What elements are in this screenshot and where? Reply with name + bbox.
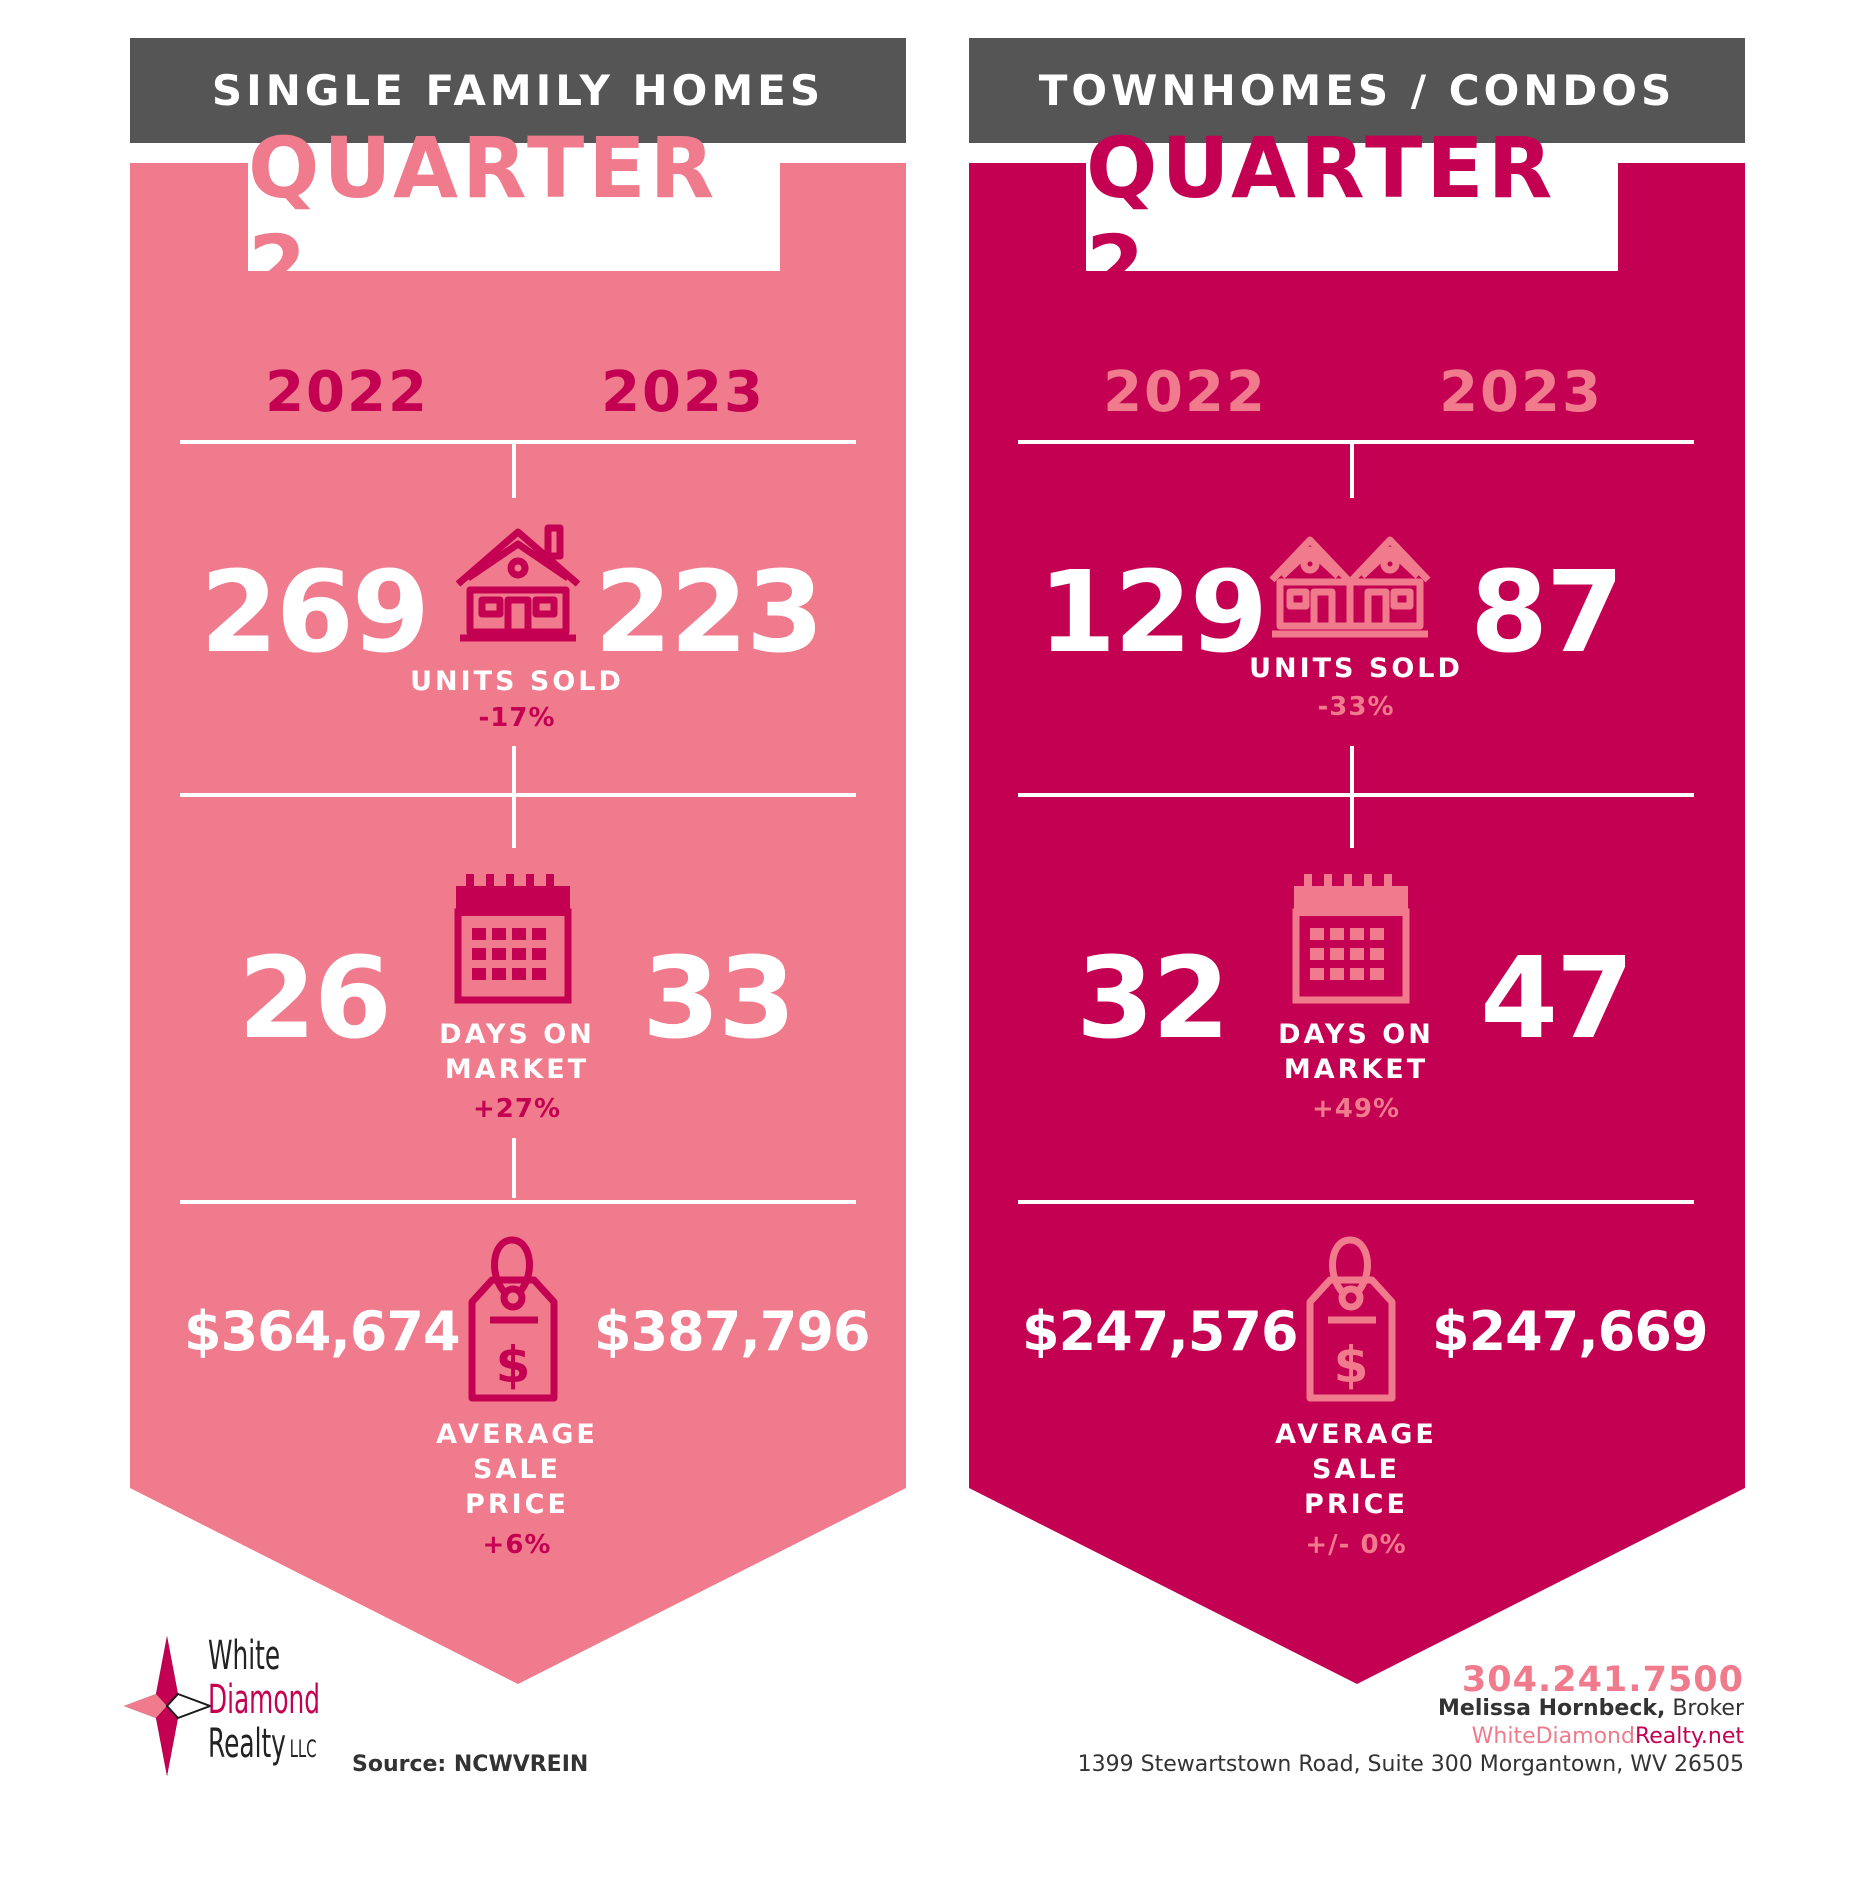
left-connector-2 bbox=[512, 746, 516, 848]
logo-line-realty: Realty LLC bbox=[208, 1722, 320, 1771]
left-price-change: +6% bbox=[482, 1530, 552, 1560]
left-price-label-1: AVERAGE bbox=[436, 1419, 598, 1450]
left-year-2023: 2023 bbox=[601, 360, 765, 425]
right-units-label: UNITS SOLD bbox=[1249, 653, 1463, 684]
right-price-change: +/- 0% bbox=[1305, 1530, 1407, 1560]
right-price-label-3: PRICE bbox=[1304, 1489, 1408, 1520]
left-units-label: UNITS SOLD bbox=[410, 666, 624, 697]
right-price-label-1: AVERAGE bbox=[1275, 1419, 1437, 1450]
company-logo: White Diamond Realty LLC bbox=[208, 1634, 320, 1771]
right-connector-2 bbox=[1350, 746, 1354, 848]
left-units-2022: 269 bbox=[200, 548, 430, 678]
logo-realty-text: Realty bbox=[208, 1721, 286, 1767]
single-family-banner bbox=[130, 163, 906, 1684]
left-divider-2 bbox=[180, 793, 856, 797]
left-price-label-2: SALE bbox=[473, 1454, 561, 1485]
right-divider-2 bbox=[1018, 793, 1694, 797]
right-year-2023: 2023 bbox=[1439, 360, 1603, 425]
townhomes-banner bbox=[969, 163, 1745, 1684]
right-price-label-2: SALE bbox=[1312, 1454, 1400, 1485]
svg-text:$: $ bbox=[496, 1336, 531, 1394]
left-price-label-3: PRICE bbox=[465, 1489, 569, 1520]
left-price-2023: $387,796 bbox=[594, 1300, 871, 1363]
single-family-header: SINGLE FAMILY HOMES bbox=[130, 38, 906, 143]
right-days-label-2: MARKET bbox=[1283, 1054, 1429, 1085]
right-price-2023: $247,669 bbox=[1432, 1300, 1709, 1363]
price-tag-icon: $ bbox=[1306, 1236, 1396, 1402]
left-days-label-1: DAYS ON bbox=[439, 1019, 595, 1050]
left-connector-1 bbox=[512, 442, 516, 498]
townhouses-icon bbox=[1269, 536, 1431, 638]
left-year-2022: 2022 bbox=[265, 360, 429, 425]
right-year-2022: 2022 bbox=[1103, 360, 1267, 425]
left-quarter-title: QUARTER 2 bbox=[248, 119, 780, 315]
left-days-label-2: MARKET bbox=[444, 1054, 590, 1085]
logo-line-diamond: Diamond bbox=[208, 1677, 320, 1723]
house-icon bbox=[455, 524, 581, 642]
right-units-2023: 87 bbox=[1470, 548, 1624, 678]
right-units-2022: 129 bbox=[1038, 548, 1268, 678]
contact-website[interactable]: WhiteDiamondRealty.net bbox=[1472, 1724, 1744, 1749]
data-source: Source: NCWVREIN bbox=[352, 1752, 589, 1777]
price-tag-icon: $ bbox=[468, 1236, 558, 1402]
left-units-2023: 223 bbox=[594, 548, 824, 678]
left-days-2022: 26 bbox=[238, 934, 392, 1064]
left-connector-3 bbox=[512, 1138, 516, 1198]
logo-line-white: White bbox=[208, 1633, 281, 1679]
left-days-2023: 33 bbox=[642, 934, 796, 1064]
calendar-icon bbox=[454, 874, 572, 1004]
right-units-change: -33% bbox=[1317, 692, 1395, 722]
website-part-1: WhiteDiamond bbox=[1471, 1724, 1635, 1749]
right-connector-1 bbox=[1350, 442, 1354, 498]
townhomes-header: TOWNHOMES / CONDOS bbox=[969, 38, 1745, 143]
diamond-star-logo-icon bbox=[124, 1636, 212, 1776]
right-days-2023: 47 bbox=[1480, 934, 1634, 1064]
right-divider-1 bbox=[1018, 440, 1694, 444]
right-divider-3 bbox=[1018, 1200, 1694, 1204]
left-days-change: +27% bbox=[472, 1094, 562, 1124]
right-days-label-1: DAYS ON bbox=[1278, 1019, 1434, 1050]
broker-role: Broker bbox=[1665, 1696, 1744, 1721]
right-days-change: +49% bbox=[1311, 1094, 1401, 1124]
broker-name: Melissa Hornbeck, bbox=[1438, 1696, 1666, 1721]
left-divider-3 bbox=[180, 1200, 856, 1204]
svg-text:$: $ bbox=[1334, 1336, 1369, 1394]
contact-broker: Melissa Hornbeck, Broker bbox=[1438, 1696, 1744, 1721]
calendar-icon bbox=[1292, 874, 1410, 1004]
left-divider-1 bbox=[180, 440, 856, 444]
contact-address: 1399 Stewartstown Road, Suite 300 Morgan… bbox=[1077, 1752, 1744, 1777]
right-days-2022: 32 bbox=[1076, 934, 1230, 1064]
logo-llc-text: LLC bbox=[289, 1735, 317, 1763]
website-part-2: Realty.net bbox=[1634, 1724, 1744, 1749]
left-units-change: -17% bbox=[478, 703, 556, 733]
right-price-2022: $247,576 bbox=[1022, 1300, 1299, 1363]
contact-phone: 304.241.7500 bbox=[1461, 1660, 1744, 1700]
left-price-2022: $364,674 bbox=[184, 1300, 461, 1363]
right-quarter-title: QUARTER 2 bbox=[1086, 119, 1618, 315]
